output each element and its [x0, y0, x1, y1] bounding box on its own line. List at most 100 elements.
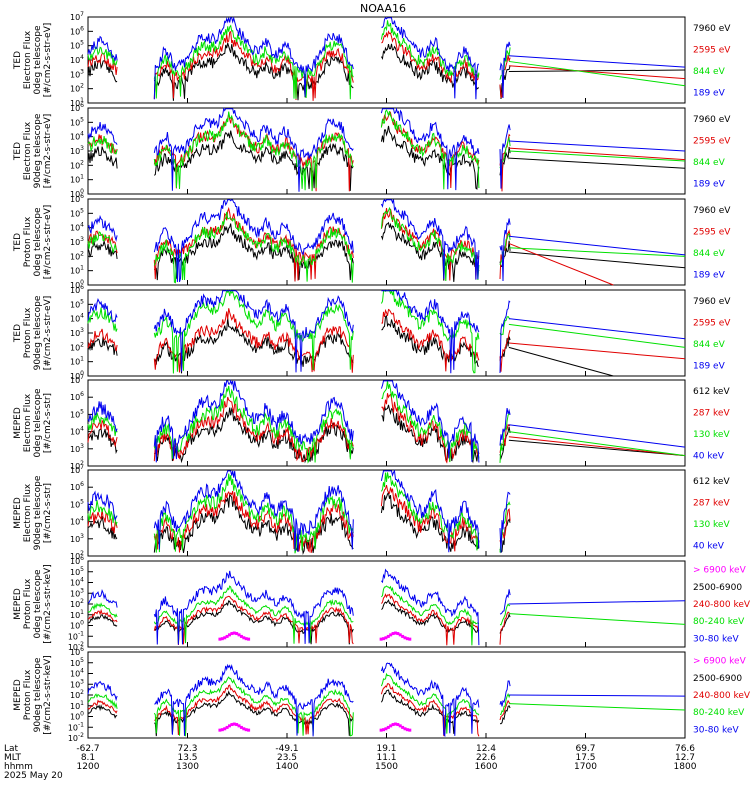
series-magenta-point	[379, 728, 383, 732]
series-magenta-point	[227, 633, 231, 637]
y-axis-label-line: MEPED	[13, 497, 23, 529]
series-magenta-point	[225, 725, 229, 729]
series-magenta-point	[398, 633, 402, 637]
legend-entry: 40 keV	[693, 451, 725, 461]
series-magenta-point	[408, 637, 412, 641]
legend-entry: 30-80 keV	[693, 725, 739, 735]
legend-entry: 612 keV	[693, 477, 730, 487]
series-magenta-point	[389, 633, 393, 637]
y-tick-label: 105	[70, 498, 84, 509]
series-green-tail	[508, 703, 686, 711]
series-black-trace	[87, 491, 511, 555]
panel-5: 102 103 104 105 106 107 MEPED Electron Flux 0deg…	[13, 374, 730, 471]
series-magenta-point	[396, 723, 400, 727]
legend-entry: 2500-6900	[693, 674, 742, 684]
series-magenta-point	[382, 728, 386, 732]
y-tick-label: 104	[70, 131, 84, 142]
series-magenta-point	[242, 727, 246, 731]
series-magenta-point	[230, 723, 234, 727]
y-tick-label: 100	[70, 620, 84, 631]
x-tick-mlt: 12.7	[675, 753, 695, 763]
y-tick-label: 101	[70, 97, 84, 108]
series-magenta-point	[398, 724, 402, 728]
y-axis-label-line: 0deg telescope	[33, 207, 43, 277]
y-axis-label-line: TED	[13, 142, 23, 161]
legend-entry: 40 keV	[693, 541, 725, 551]
y-axis-label-line: MEPED	[13, 679, 23, 711]
series-red-tail	[508, 147, 686, 161]
y-tick-label: 103	[70, 533, 84, 544]
y-tick-label: 104	[70, 516, 84, 527]
series-green-trace	[87, 585, 511, 646]
y-tick-label: 103	[70, 587, 84, 598]
panel-2: 100 101 102 103 104 105 106 TED Electron Flux 90d…	[13, 102, 731, 199]
y-axis-label-line: Proton Flux	[23, 307, 33, 358]
series-magenta-point	[384, 636, 388, 640]
y-tick-label: 106	[70, 555, 84, 566]
y-tick-label: 101	[70, 356, 84, 367]
y-tick-label: 104	[70, 577, 84, 588]
series-red-trace	[87, 393, 511, 464]
x-axis: LatMLThhmm-62.78.1120072.313.51300-49.12…	[4, 744, 697, 781]
series-magenta-point	[408, 728, 412, 732]
series-magenta-point	[393, 722, 397, 726]
y-tick-label: 10-2	[68, 732, 84, 743]
series-magenta-point	[386, 634, 390, 638]
series-black-tail	[508, 439, 686, 457]
legend-entry: 287 keV	[693, 498, 730, 508]
y-tick-label: 104	[70, 222, 84, 233]
series-magenta-point	[223, 636, 227, 640]
x-tick-hhmm: 1200	[77, 762, 100, 772]
series-magenta-point	[218, 728, 222, 732]
y-axis-label-line: Electron Flux	[23, 483, 33, 542]
legend-entry: 2595 eV	[693, 318, 731, 328]
x-tick-lat: -49.1	[275, 744, 298, 754]
legend-entry: 612 keV	[693, 387, 730, 397]
x-tick-lat: 69.7	[575, 744, 595, 754]
series-red-tail	[508, 242, 614, 286]
y-tick-label: 103	[70, 327, 84, 338]
y-axis-label-line: Electron Flux	[23, 121, 33, 180]
x-tick-mlt: 22.6	[476, 753, 496, 763]
series-blue-trace	[87, 290, 511, 374]
series-blue-trace	[87, 198, 511, 283]
series-green-tail	[508, 431, 686, 457]
y-axis-label-line: TED	[13, 51, 23, 70]
y-axis-label-line: 90deg telescope	[33, 113, 43, 188]
series-magenta-point	[389, 724, 393, 728]
y-tick-label: 104	[70, 313, 84, 324]
series-green-trace	[87, 672, 511, 737]
y-tick-label: 106	[70, 102, 84, 113]
legend-entry: 189 eV	[693, 361, 726, 371]
y-axis-label-line: TED	[13, 324, 23, 343]
y-axis-label-line: [#/cm2-s-str-eV]	[43, 296, 53, 371]
series-green-trace	[87, 20, 511, 100]
legend-entry: 844 eV	[693, 249, 726, 259]
legend-entry: 30-80 keV	[693, 634, 739, 644]
series-magenta-point	[220, 728, 224, 732]
series-magenta-point	[405, 637, 409, 641]
series-magenta-point	[396, 632, 400, 636]
y-axis-label-line: TED	[13, 233, 23, 252]
legend-entry: 80-240 keV	[693, 708, 745, 718]
y-tick-label: 103	[70, 68, 84, 79]
series-green-tail	[508, 60, 686, 87]
y-tick-label: 106	[70, 25, 84, 36]
series-magenta-point	[386, 725, 390, 729]
y-tick-label: 10-1	[68, 630, 84, 641]
series-blue-tail	[508, 235, 686, 256]
series-green-trace	[87, 380, 511, 464]
series-green-trace	[87, 472, 511, 554]
y-tick-label: 100	[70, 188, 84, 199]
y-axis-label-line: [#/cm2-s-str-keV]	[43, 655, 53, 734]
legend-entry: 844 eV	[693, 340, 726, 350]
y-tick-label: 102	[70, 250, 84, 261]
y-tick-label: 107	[70, 464, 84, 475]
legend-entry: 130 keV	[693, 520, 730, 530]
y-tick-label: 10-1	[68, 721, 84, 732]
legend-entry: 7960 eV	[693, 115, 731, 125]
y-tick-label: 105	[70, 566, 84, 577]
x-tick-hhmm: 1300	[176, 762, 199, 772]
y-tick-label: 103	[70, 678, 84, 689]
